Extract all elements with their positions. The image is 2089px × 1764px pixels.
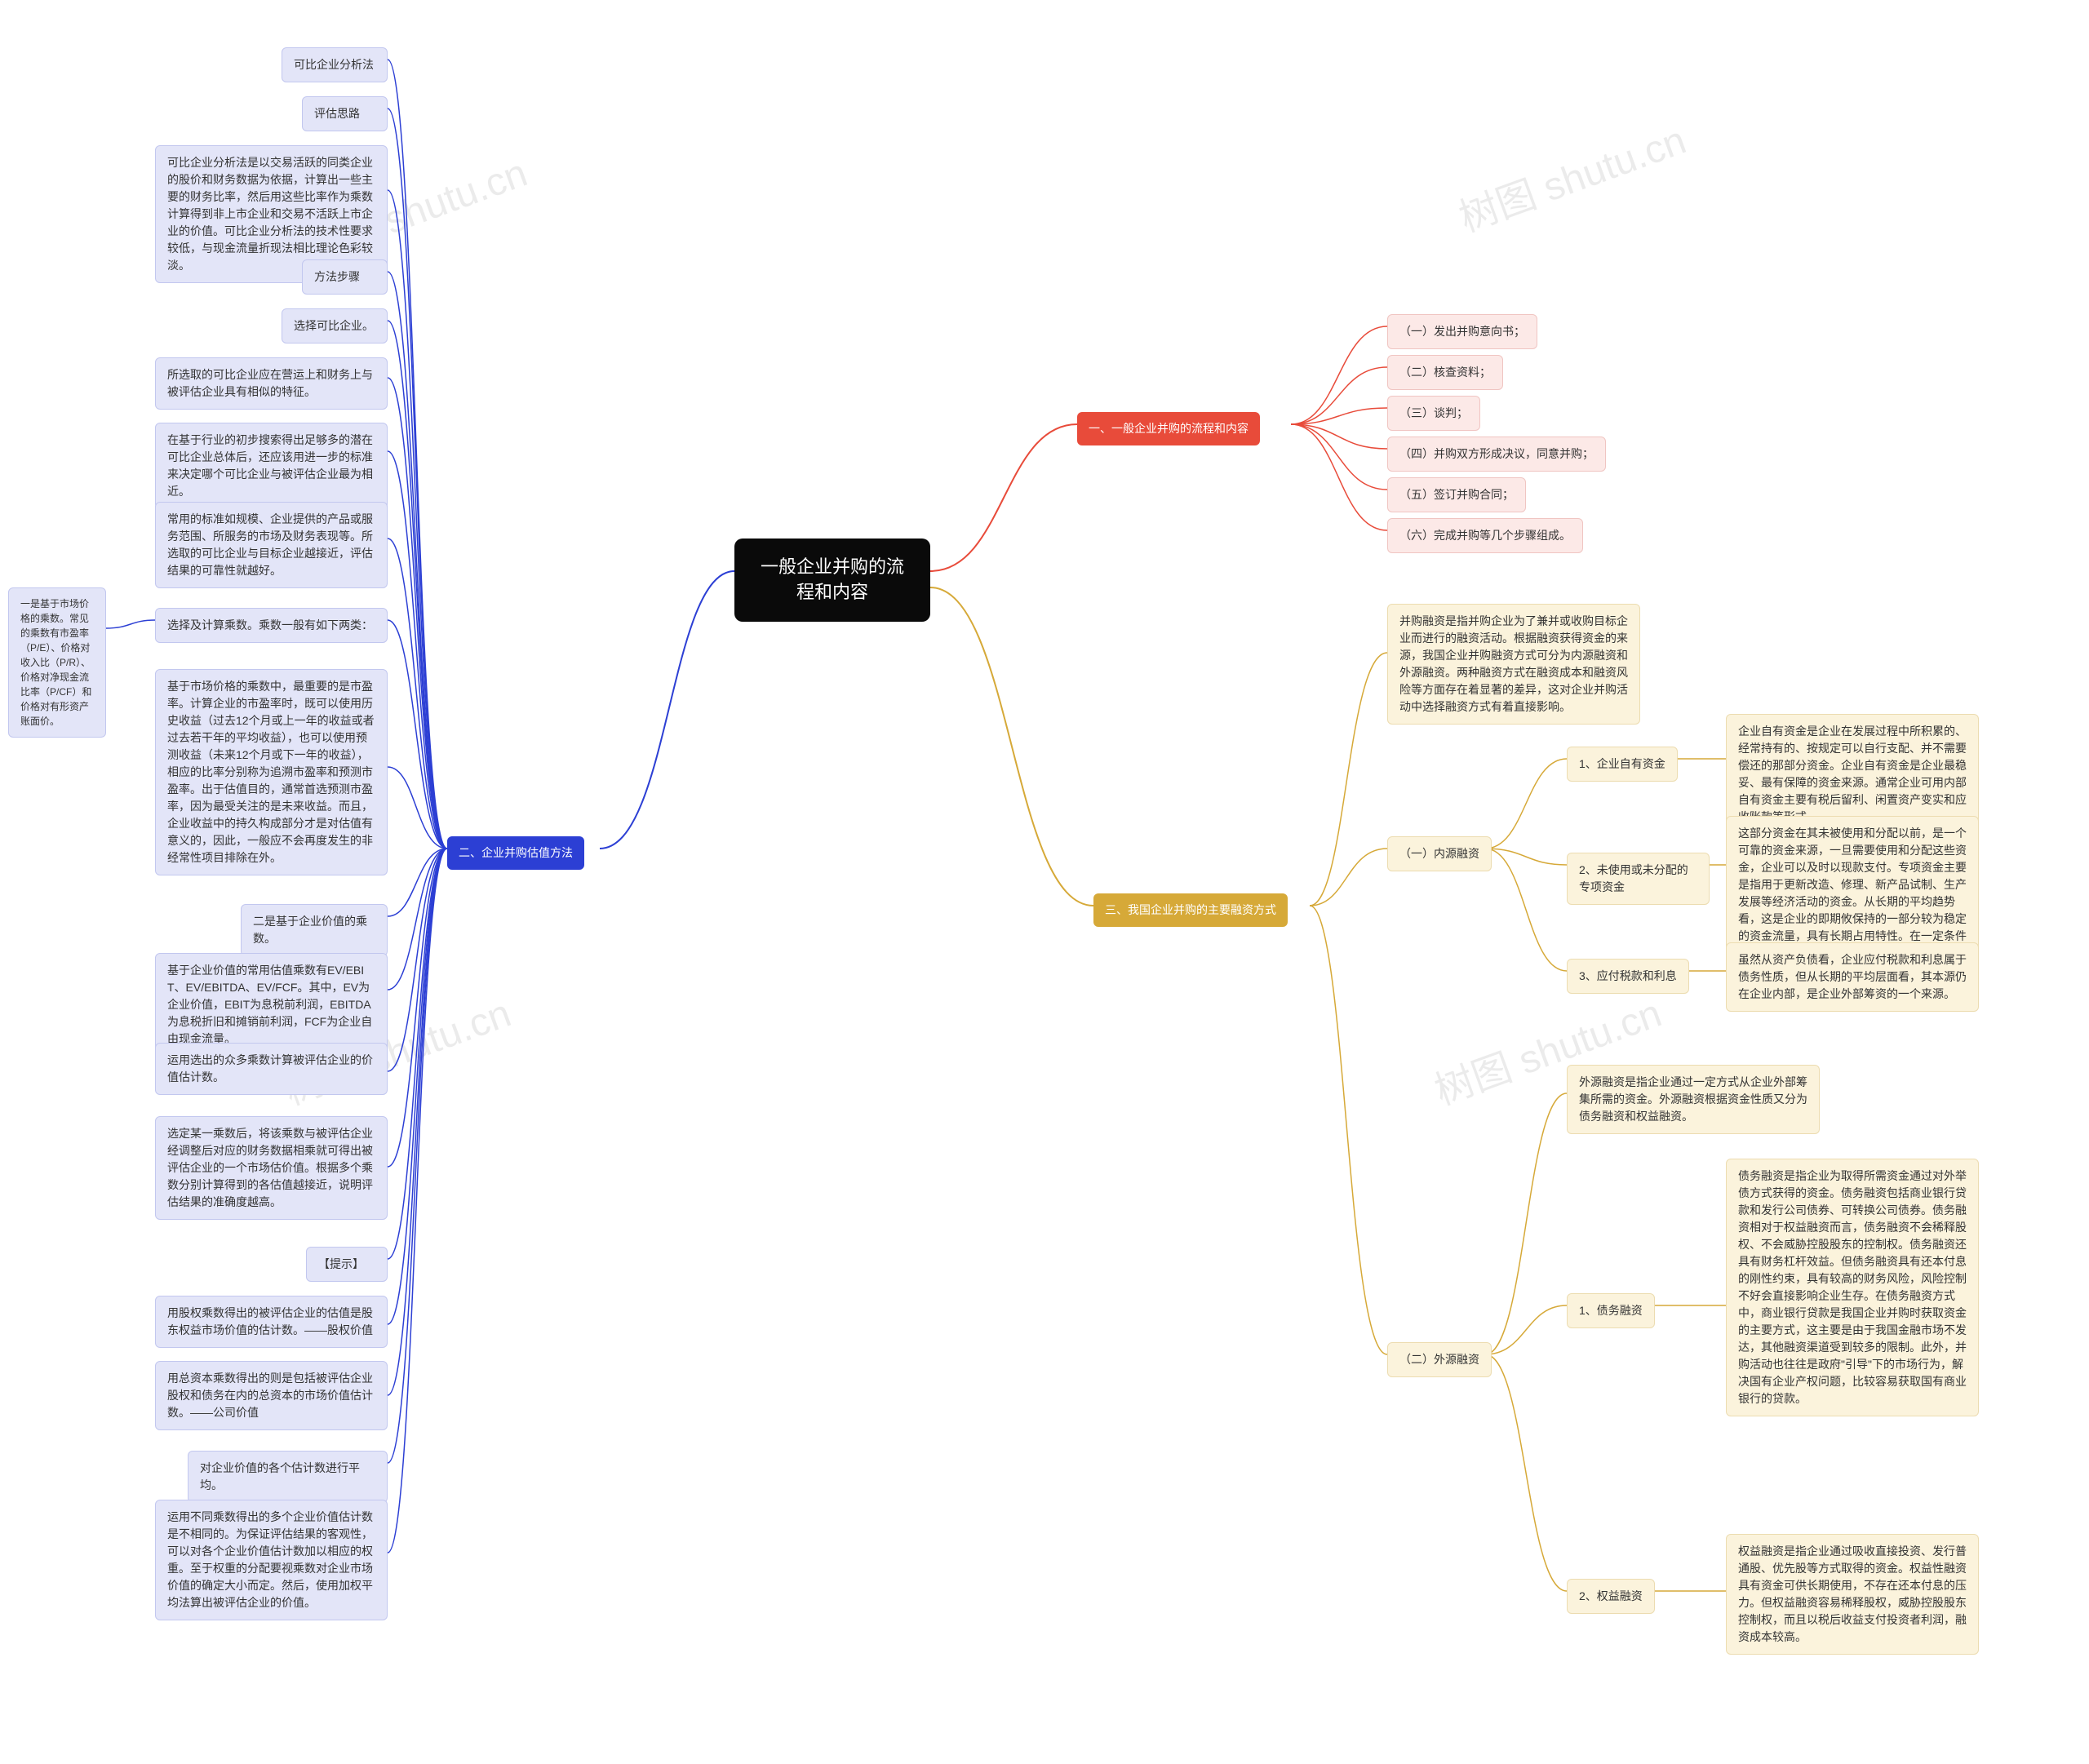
b2-item: 运用不同乘数得出的多个企业价值估计数是不相同的。为保证评估结果的客观性，可以对各… [155,1500,388,1620]
b2-item: 选择可比企业。 [282,308,388,343]
b3-internal-c-text: 虽然从资产负债看，企业应付税款和利息属于债务性质，但从长期的平均层面看，其本源仍… [1726,942,1979,1012]
branch-one[interactable]: 一、一般企业并购的流程和内容 [1077,412,1260,445]
b2-item: 可比企业分析法 [282,47,388,82]
b2-item: 【提示】 [306,1247,388,1282]
b3-external-a-text: 债务融资是指企业为取得所需资金通过对外举债方式获得的资金。债务融资包括商业银行贷… [1726,1159,1979,1416]
b2-item: 基于市场价格的乘数中，最重要的是市盈率。计算企业的市盈率时，既可以使用历史收益（… [155,669,388,875]
b2-item: 用总资本乘数得出的则是包括被评估企业股权和债务在内的总资本的市场价值估计数。——… [155,1361,388,1430]
b2-item: 对企业价值的各个估计数进行平均。 [188,1451,388,1503]
b3-intro: 并购融资是指并购企业为了兼并或收购目标企业而进行的融资活动。根据融资获得资金的来… [1387,604,1640,725]
b1-item: （一）发出并购意向书； [1387,314,1537,349]
b3-external[interactable]: （二）外源融资 [1387,1342,1492,1377]
b3-external-intro: 外源融资是指企业通过一定方式从企业外部筹集所需的资金。外源融资根据资金性质又分为… [1567,1065,1820,1134]
b3-external-b-text: 权益融资是指企业通过吸收直接投资、发行普通股、优先股等方式取得的资金。权益性融资… [1726,1534,1979,1655]
branch-two[interactable]: 二、企业并购估值方法 [447,836,584,870]
b3-internal-b[interactable]: 2、未使用或未分配的专项资金 [1567,853,1710,905]
b2-item: 方法步骤 [302,259,388,295]
b3-external-a[interactable]: 1、债务融资 [1567,1293,1655,1328]
root-node: 一般企业并购的流程和内容 [734,539,930,622]
b2-item: 二是基于企业价值的乘数。 [241,904,388,956]
b2-item: 基于企业价值的常用估值乘数有EV/EBIT、EV/EBITDA、EV/FCF。其… [155,953,388,1057]
b3-external-b[interactable]: 2、权益融资 [1567,1579,1655,1614]
b1-item: （六）完成并购等几个步骤组成。 [1387,518,1583,553]
b2-item: 一是基于市场价格的乘数。常见的乘数有市盈率（P/E）、价格对收入比（P/R）、价… [8,587,106,738]
b2-item: 评估思路 [302,96,388,131]
b1-item: （二）核查资料； [1387,355,1503,390]
b1-item: （三）谈判； [1387,396,1480,431]
b2-item: 在基于行业的初步搜索得出足够多的潜在可比企业总体后，还应该用进一步的标准来决定哪… [155,423,388,509]
b3-internal[interactable]: （一）内源融资 [1387,836,1492,871]
branch-three[interactable]: 三、我国企业并购的主要融资方式 [1093,893,1288,927]
b1-item: （四）并购双方形成决议，同意并购； [1387,437,1606,472]
b2-item: 所选取的可比企业应在营运上和财务上与被评估企业具有相似的特征。 [155,357,388,410]
b2-item: 选择及计算乘数。乘数一般有如下两类： [155,608,388,643]
b2-item: 用股权乘数得出的被评估企业的估值是股东权益市场价值的估计数。——股权价值 [155,1296,388,1348]
b3-internal-c[interactable]: 3、应付税款和利息 [1567,959,1689,994]
b3-internal-a[interactable]: 1、企业自有资金 [1567,747,1678,782]
b1-item: （五）签订并购合同； [1387,477,1526,512]
b2-item: 运用选出的众多乘数计算被评估企业的价值估计数。 [155,1043,388,1095]
watermark: 树图 shutu.cn [1450,108,1692,242]
b2-item: 常用的标准如规模、企业提供的产品或服务范围、所服务的市场及财务表现等。所选取的可… [155,502,388,588]
b2-item: 选定某一乘数后，将该乘数与被评估企业经调整后对应的财务数据相乘就可得出被评估企业… [155,1116,388,1220]
